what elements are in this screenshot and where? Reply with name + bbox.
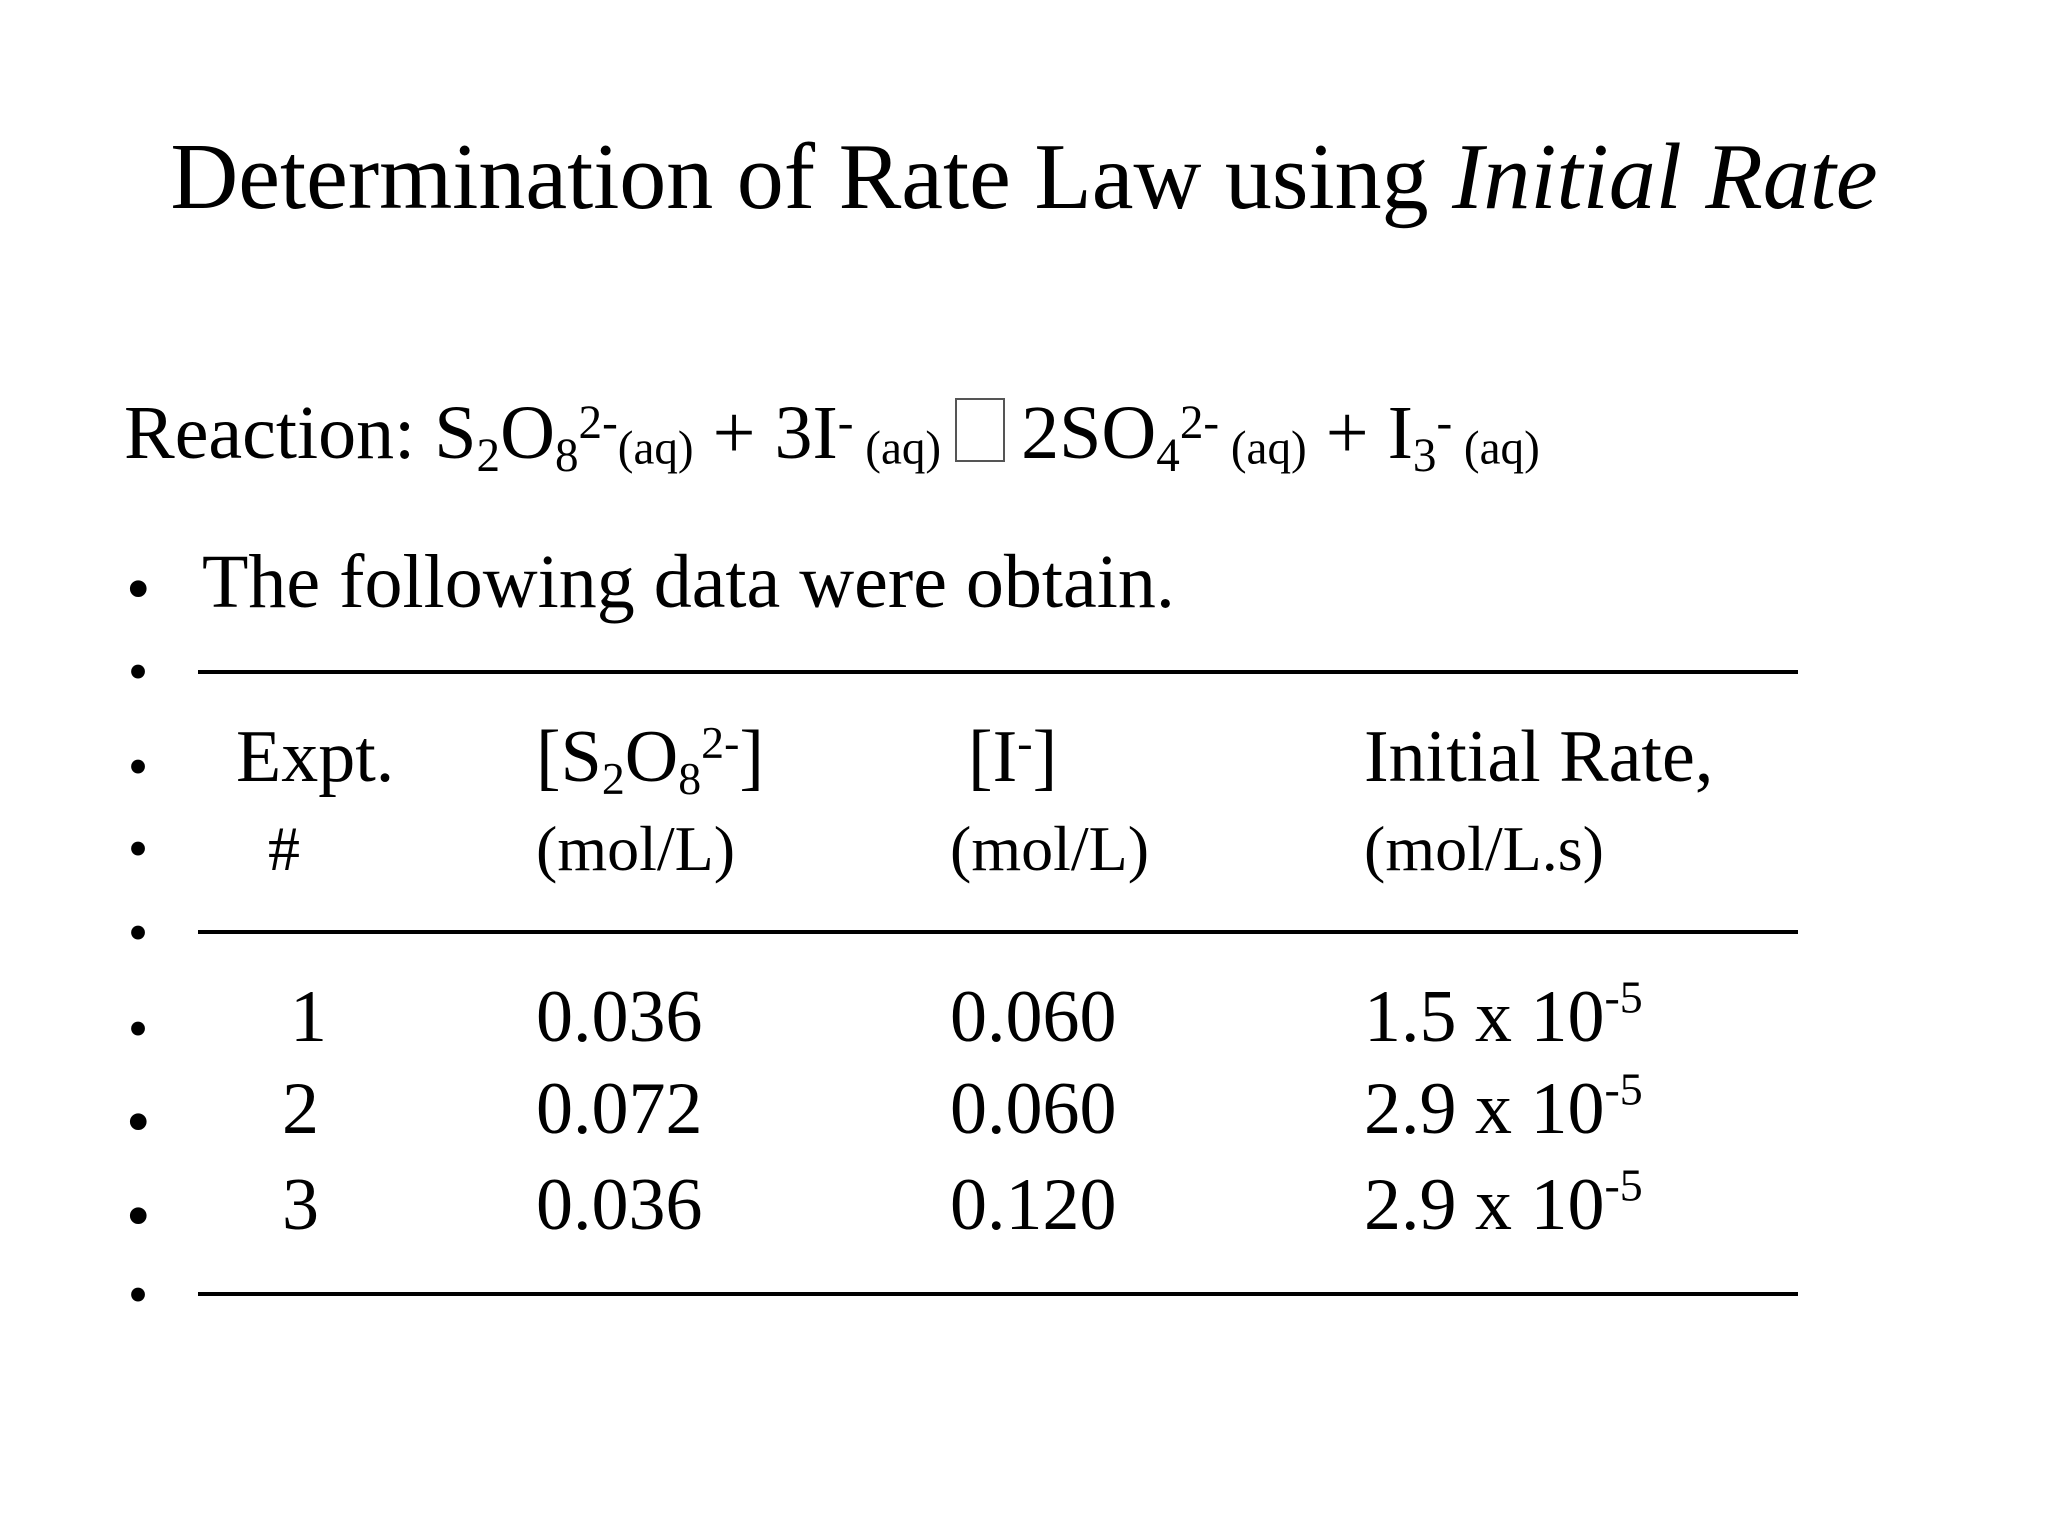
bullet-glyph: • <box>127 639 149 704</box>
slide-title: Determination of Rate Law using Initial … <box>0 122 2048 232</box>
bullet-glyph: • <box>126 1178 151 1255</box>
reaction-equation: Reaction: S2O82-(aq) + 3I- (aq) 2SO42- (a… <box>124 388 1540 494</box>
table-row-1-expt: 1 <box>290 976 327 1058</box>
table-row-2-expt: 2 <box>282 1068 319 1150</box>
table-rule-top <box>198 670 1798 674</box>
product1-sub: 4 <box>1156 430 1180 483</box>
table-row-3-rate: 2.9 x 10-5 <box>1364 1162 1643 1248</box>
bullet-glyph: • <box>126 551 151 628</box>
title-main: Determination of Rate Law using <box>170 125 1453 229</box>
table-row-3-iodide: 0.120 <box>950 1164 1117 1246</box>
header-s2o8-close: ] <box>739 716 765 798</box>
bullet-glyph: • <box>126 1084 151 1161</box>
intro-text: The following data were obtain. <box>202 540 1175 624</box>
reactant2-phase: (aq) <box>853 422 942 475</box>
product2-sub: 3 <box>1412 430 1437 483</box>
header-iodide-charge: - <box>1017 717 1033 769</box>
table-row-3-expt: 3 <box>282 1164 319 1246</box>
rate-exponent: -5 <box>1604 971 1643 1023</box>
table-rule-bottom <box>198 1292 1798 1296</box>
product1: 2SO <box>1021 391 1157 475</box>
table-row-2-rate: 2.9 x 10-5 <box>1364 1066 1643 1152</box>
table-row-2-s2o8: 0.072 <box>536 1068 703 1150</box>
header-s2o8: [S2O82-] <box>536 714 765 801</box>
reactant1-phase: (aq) <box>617 422 694 475</box>
header-s2o8-sub1: 2 <box>601 752 625 804</box>
header-s2o8-o: O <box>624 716 679 798</box>
rate-exponent: -5 <box>1604 1063 1643 1115</box>
table-rule-header <box>198 930 1798 934</box>
header-s2o8-open: [S <box>536 716 602 798</box>
reactant2-charge: - <box>837 397 854 450</box>
rate-exponent: -5 <box>1604 1159 1643 1211</box>
bullet-glyph: • <box>127 1262 149 1327</box>
reactant2: + 3I <box>693 391 838 475</box>
bullet-glyph: • <box>127 900 149 965</box>
product1-charge: 2- <box>1179 397 1220 450</box>
table-row-3-s2o8: 0.036 <box>536 1164 703 1246</box>
product1-phase: (aq) <box>1219 422 1307 475</box>
bullet-glyph: • <box>127 734 149 799</box>
table-row-1-s2o8: 0.036 <box>536 976 703 1058</box>
reaction-label: Reaction: <box>124 391 435 475</box>
rate-base: 1.5 x 10 <box>1364 976 1605 1058</box>
reactant1-s: S <box>434 391 477 475</box>
rate-base: 2.9 x 10 <box>1364 1164 1605 1246</box>
header-s2o8-sub2: 8 <box>678 752 702 804</box>
table-row-1-rate: 1.5 x 10-5 <box>1364 974 1643 1060</box>
missing-arrow-glyph-icon <box>955 397 1006 462</box>
header-iodide-open: [I <box>968 716 1018 798</box>
reactant1-o: O <box>500 391 555 475</box>
rate-base: 2.9 x 10 <box>1364 1068 1605 1150</box>
header-s2o8-charge: 2- <box>701 717 740 769</box>
product2-phase: (aq) <box>1452 422 1540 475</box>
reactant1-sub2: 8 <box>554 430 579 483</box>
title-italic: Initial Rate <box>1452 125 1878 229</box>
bullet-glyph: • <box>127 816 149 881</box>
header-rate-unit: (mol/L.s) <box>1364 813 1604 884</box>
header-iodide: [I-] <box>968 714 1057 800</box>
table-row-1-iodide: 0.060 <box>950 976 1117 1058</box>
header-s2o8-unit: (mol/L) <box>536 813 736 884</box>
header-iodide-close: ] <box>1032 716 1058 798</box>
table-row-2-iodide: 0.060 <box>950 1068 1117 1150</box>
product2: + I <box>1306 391 1413 475</box>
header-rate: Initial Rate, <box>1364 716 1714 798</box>
header-iodide-unit: (mol/L) <box>950 813 1150 884</box>
reactant1-sub1: 2 <box>476 430 501 483</box>
reactant1-charge: 2- <box>578 397 618 450</box>
header-expt: Expt. <box>236 716 395 798</box>
bullet-glyph: • <box>127 996 149 1061</box>
product2-charge: - <box>1436 397 1453 450</box>
header-expt-unit: # <box>268 813 300 884</box>
